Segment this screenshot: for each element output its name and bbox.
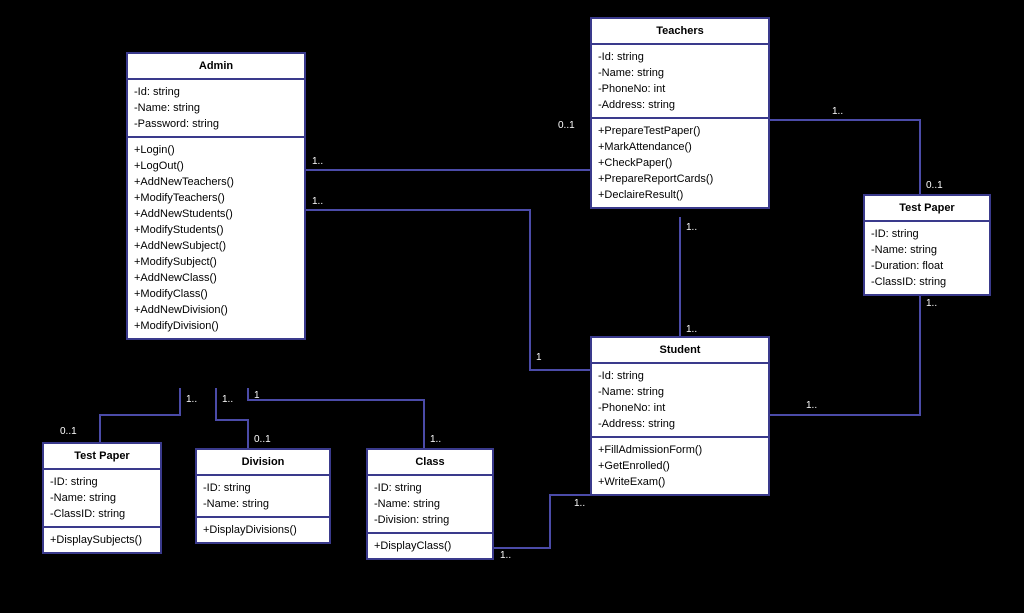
ops: +Login() +LogOut() +AddNewTeachers() +Mo…: [128, 138, 304, 338]
attr: -Address: string: [598, 97, 762, 113]
op: +PrepareTestPaper(): [598, 123, 762, 139]
op: +DisplaySubjects(): [50, 532, 154, 548]
attr: -Name: string: [871, 242, 983, 258]
multiplicity-label: 1: [254, 390, 260, 401]
attr: -Name: string: [374, 496, 486, 512]
op: +ModifyClass(): [134, 286, 298, 302]
op: +WriteExam(): [598, 474, 762, 490]
op: +FillAdmissionForm(): [598, 442, 762, 458]
multiplicity-label: 1..: [806, 400, 817, 411]
op: +ModifyTeachers(): [134, 190, 298, 206]
attr: -Name: string: [598, 384, 762, 400]
ops: +DisplaySubjects(): [44, 528, 160, 552]
multiplicity-label: 1..: [222, 394, 233, 405]
ops: +PrepareTestPaper() +MarkAttendance() +C…: [592, 119, 768, 207]
attrs: -Id: string -Name: string -PhoneNo: int …: [592, 45, 768, 119]
multiplicity-label: 0..1: [558, 120, 575, 131]
op: +AddNewDivision(): [134, 302, 298, 318]
op: +ModifySubject(): [134, 254, 298, 270]
attr: -Duration: float: [871, 258, 983, 274]
attr: -ID: string: [50, 474, 154, 490]
op: +CheckPaper(): [598, 155, 762, 171]
multiplicity-label: 1..: [832, 106, 843, 117]
class-admin: Admin -Id: string -Name: string -Passwor…: [126, 52, 306, 340]
attr: -ID: string: [374, 480, 486, 496]
class-title: Admin: [128, 54, 304, 80]
multiplicity-label: 1..: [312, 156, 323, 167]
class-division: Division -ID: string -Name: string +Disp…: [195, 448, 331, 544]
attrs: -ID: string -Name: string: [197, 476, 329, 518]
op: +AddNewClass(): [134, 270, 298, 286]
class-title: Student: [592, 338, 768, 364]
attrs: -ID: string -Name: string -ClassID: stri…: [44, 470, 160, 528]
op: +DisplayDivisions(): [203, 522, 323, 538]
attrs: -Id: string -Name: string -Password: str…: [128, 80, 304, 138]
op: +DeclaireResult(): [598, 187, 762, 203]
op: +PrepareReportCards(): [598, 171, 762, 187]
attrs: -ID: string -Name: string -Division: str…: [368, 476, 492, 534]
ops: +FillAdmissionForm() +GetEnrolled() +Wri…: [592, 438, 768, 494]
class-title: Class: [368, 450, 492, 476]
attr: -Address: string: [598, 416, 762, 432]
attr: -Name: string: [134, 100, 298, 116]
connector-student-tpr: [770, 290, 920, 415]
class-testpaper-right: Test Paper -ID: string -Name: string -Du…: [863, 194, 991, 296]
attr: -ID: string: [203, 480, 323, 496]
attr: -Password: string: [134, 116, 298, 132]
class-title: Test Paper: [865, 196, 989, 222]
multiplicity-label: 1..: [430, 434, 441, 445]
multiplicity-label: 0..1: [926, 180, 943, 191]
op: +AddNewTeachers(): [134, 174, 298, 190]
connector-admin-tpl: [100, 388, 180, 442]
ops: +DisplayDivisions(): [197, 518, 329, 542]
op: +Login(): [134, 142, 298, 158]
op: +ModifyDivision(): [134, 318, 298, 334]
class-title: Division: [197, 450, 329, 476]
op: +ModifyStudents(): [134, 222, 298, 238]
multiplicity-label: 1..: [686, 222, 697, 233]
attr: -Name: string: [598, 65, 762, 81]
multiplicity-label: 1..: [312, 196, 323, 207]
connector-admin-student: [306, 210, 590, 370]
attr: -PhoneNo: int: [598, 400, 762, 416]
multiplicity-label: 1..: [574, 498, 585, 509]
class-class: Class -ID: string -Name: string -Divisio…: [366, 448, 494, 560]
multiplicity-label: 0..1: [60, 426, 77, 437]
multiplicity-label: 0..1: [254, 434, 271, 445]
attr: -Name: string: [50, 490, 154, 506]
class-student: Student -Id: string -Name: string -Phone…: [590, 336, 770, 496]
attr: -Id: string: [134, 84, 298, 100]
class-title: Test Paper: [44, 444, 160, 470]
attr: -ID: string: [871, 226, 983, 242]
attrs: -Id: string -Name: string -PhoneNo: int …: [592, 364, 768, 438]
op: +AddNewStudents(): [134, 206, 298, 222]
class-teachers: Teachers -Id: string -Name: string -Phon…: [590, 17, 770, 209]
attr: -Name: string: [203, 496, 323, 512]
attr: -ClassID: string: [871, 274, 983, 290]
op: +GetEnrolled(): [598, 458, 762, 474]
op: +DisplayClass(): [374, 538, 486, 554]
multiplicity-label: 1: [536, 352, 542, 363]
ops: +DisplayClass(): [368, 534, 492, 558]
op: +LogOut(): [134, 158, 298, 174]
class-title: Teachers: [592, 19, 768, 45]
class-testpaper-left: Test Paper -ID: string -Name: string -Cl…: [42, 442, 162, 554]
attr: -Id: string: [598, 368, 762, 384]
attr: -ClassID: string: [50, 506, 154, 522]
connector-teachers-tpr: [770, 120, 920, 194]
connector-admin-class: [248, 388, 424, 448]
op: +AddNewSubject(): [134, 238, 298, 254]
attrs: -ID: string -Name: string -Duration: flo…: [865, 222, 989, 294]
multiplicity-label: 1..: [686, 324, 697, 335]
attr: -PhoneNo: int: [598, 81, 762, 97]
multiplicity-label: 1..: [926, 298, 937, 309]
attr: -Division: string: [374, 512, 486, 528]
multiplicity-label: 1..: [500, 550, 511, 561]
multiplicity-label: 1..: [186, 394, 197, 405]
op: +MarkAttendance(): [598, 139, 762, 155]
attr: -Id: string: [598, 49, 762, 65]
